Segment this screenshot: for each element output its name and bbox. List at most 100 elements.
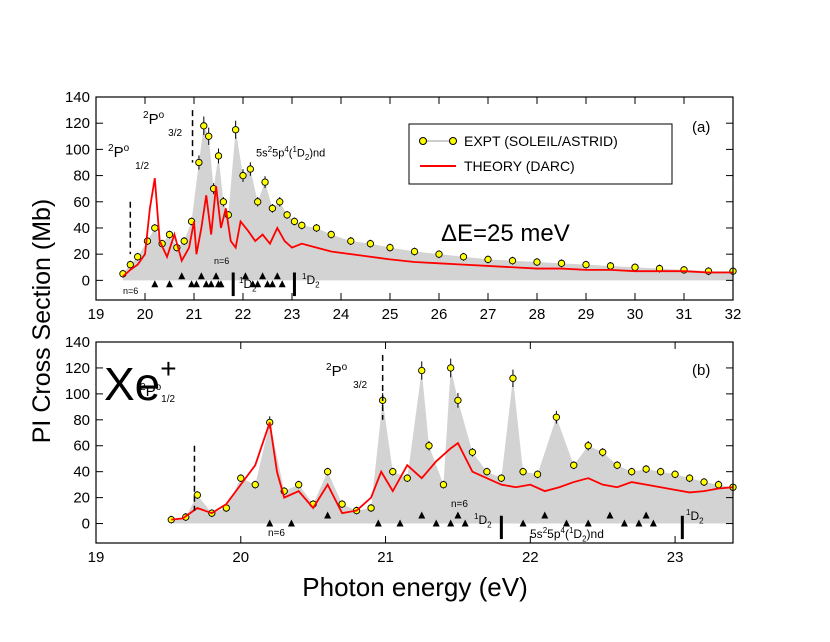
series-triangle-marker [642,511,650,519]
series-triangle-marker [454,511,462,519]
d2b1-sup: 1 [474,512,479,521]
panel-b-p32-label: 2Po 3/2 [326,362,367,391]
series-triangle-marker [151,280,159,288]
expt-point [425,442,433,450]
expt-point [418,366,426,375]
expt-point [298,221,306,229]
expt-point [133,253,142,261]
panel-b-d2-label-1: 1D2 [474,512,492,529]
expt-point [685,474,694,482]
panel-a-d2-label-1: 1D2 [239,276,257,293]
expt-point [254,198,262,206]
y-tick-label: 0 [82,272,90,289]
expt-point [497,474,506,482]
expt-point [327,230,335,239]
x-tick-label: 32 [725,306,742,323]
series-a-sup1: 2 [267,145,273,154]
expt-point [403,474,411,482]
expt-point [237,474,245,482]
expt-point [631,263,639,271]
d2b2-letter: D [690,509,700,523]
expt-point [261,178,269,186]
panel-a-markers [129,110,296,297]
series-b-sub: 2 [582,534,587,544]
expt-point [200,122,208,130]
expt-point [508,257,517,265]
x-tick-label: 28 [529,306,546,323]
series-a-5p: 5p [272,147,285,160]
d2a2-sup: 1 [302,272,307,281]
series-a-sup3: 1 [292,145,297,154]
y-tick-label: 0 [82,516,90,533]
bp32-sup-right: o [341,362,348,373]
expt-point [386,243,394,252]
d2b1-sub: 2 [487,520,492,530]
expt-point [389,468,397,476]
legend-expt-marker [419,137,427,145]
expt-point [246,165,255,173]
expt-point [435,250,443,258]
series-triangle-marker [461,519,469,527]
series-triangle-marker [374,519,382,527]
series-triangle-marker [432,519,440,527]
x-tick-label: 19 [88,306,105,323]
y-tick-label: 120 [65,360,90,377]
series-triangle-marker [212,272,220,280]
legend-box [408,123,673,185]
x-tick-label: 25 [382,306,399,323]
y-tick-label: 20 [73,246,90,263]
series-triangle-marker [249,280,257,288]
panel-a-shaded-region [122,125,733,281]
series-triangle-marker [202,280,210,288]
series-triangle-marker [287,519,295,527]
x-tick-label: 22 [522,549,539,566]
series-triangle-marker [418,511,426,519]
expt-point [251,480,259,489]
y-tick-label: 140 [65,334,90,351]
expt-point [165,230,174,239]
series-a-end: )nd [309,147,326,160]
expt-point [613,461,621,469]
series-b-5s: 5s [530,527,543,541]
y-tick-label: 140 [65,89,90,106]
series-triangle-marker [584,519,592,527]
expt-point [533,258,541,266]
x-tick-label: 26 [431,306,448,323]
expt-point [347,237,355,245]
ion-symbol: Xe [104,358,160,410]
expt-point [410,247,419,256]
series-triangle-marker [178,272,186,280]
series-a-paren: ( [288,147,293,160]
expt-point [195,158,203,167]
series-triangle-marker [606,511,614,519]
series-triangle-marker [396,519,404,527]
x-tick-label: 30 [627,306,644,323]
x-tick-label: 31 [676,306,693,323]
expt-point [570,461,578,469]
series-a-5s: 5s [256,147,268,160]
series-triangle-marker [649,519,657,527]
series-a-sub: 2 [304,152,310,162]
series-b-sup2: 4 [560,526,565,535]
x-tick-label: 24 [333,306,350,323]
panel-a-x-ticks: 19 20 21 22 23 24 25 26 27 28 29 30 31 32 [88,97,742,323]
expt-point [180,237,188,245]
panel-b-theory-line [171,422,734,521]
expt-point [584,442,592,450]
series-b-sup3: 1 [568,526,574,535]
x-tick-label: 22 [235,306,252,323]
series-b-d: D [573,527,583,541]
panel-b-n6-label-2: n=6 [451,499,468,510]
series-triangle-marker [266,519,274,527]
series-triangle-marker [259,272,267,280]
panel-a-tag: (a) [692,119,710,136]
series-triangle-marker [166,280,173,288]
series-triangle-marker [620,519,628,527]
bp32-sub: 3/2 [353,380,368,391]
x-tick-label: 20 [137,306,154,323]
series-triangle-marker [447,519,455,527]
expt-point [447,364,455,372]
expt-point [454,396,462,405]
p32-letter: P [148,111,159,128]
